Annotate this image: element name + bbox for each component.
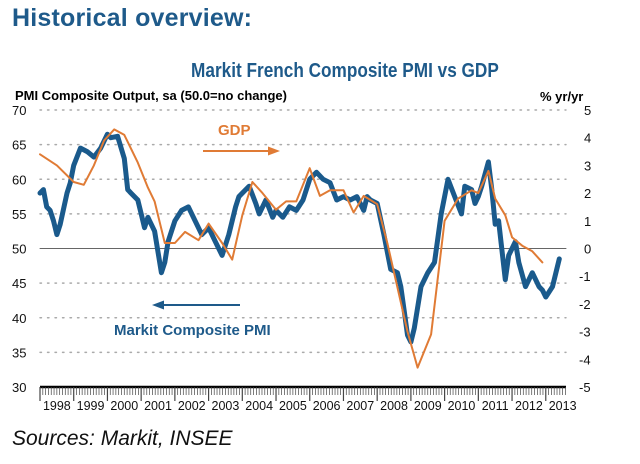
y-right-tick-label: -2	[579, 297, 591, 312]
sources-note: Sources: Markit, INSEE	[12, 427, 233, 450]
series-lines	[37, 128, 562, 369]
y-right-tick-label: 0	[584, 242, 591, 257]
y-left-tick-label: 70	[12, 103, 26, 118]
chart-title: Markit French Composite PMI vs GDP	[191, 60, 499, 82]
pmi-series-line	[37, 131, 562, 345]
x-tick-label: 2002	[178, 399, 206, 413]
y-left-tick-label: 45	[12, 276, 26, 291]
x-tick-label: 1999	[77, 399, 105, 413]
x-tick-label: 2010	[448, 399, 476, 413]
y-left-tick-label: 50	[12, 242, 26, 257]
gdp-series-line	[39, 128, 544, 369]
gdp-annotation-label: GDP	[218, 122, 251, 139]
y-axis-left-ticks: 30 35 40 45 50 55 60 65 70	[12, 103, 26, 395]
x-tick-label: 2013	[549, 399, 577, 413]
y-left-tick-label: 35	[12, 345, 26, 360]
annotations: GDP Markit Composite PMI	[114, 122, 280, 339]
x-tick-label: 2011	[482, 399, 509, 413]
y-left-tick-label: 60	[12, 172, 26, 187]
x-tick-label: 1998	[43, 399, 71, 413]
x-tick-label: 2007	[346, 399, 374, 413]
x-tick-label: 2009	[414, 399, 442, 413]
x-tick-label: 2000	[110, 399, 138, 413]
pmi-annotation-label: Markit Composite PMI	[114, 322, 271, 339]
gdp-arrow-right-icon	[203, 146, 280, 156]
x-tick-label: 2006	[313, 399, 341, 413]
y-right-tick-label: -5	[579, 380, 591, 395]
y-axis-left-label: PMI Composite Output, sa (50.0=no change…	[15, 88, 287, 103]
y-axis-right-ticks: -5 -4 -3 -2 -1 0 1 2 3 4 5	[579, 103, 591, 395]
x-tick-label: 2005	[279, 399, 307, 413]
gridlines	[39, 109, 567, 354]
y-right-tick-label: -4	[579, 352, 591, 367]
page-heading: Historical overview:	[12, 4, 253, 32]
y-right-tick-label: 3	[584, 158, 591, 173]
y-left-tick-label: 55	[12, 207, 26, 222]
x-tick-label: 2012	[515, 399, 543, 413]
pmi-arrow-left-icon	[152, 300, 240, 310]
x-tick-label: 2001	[144, 399, 172, 413]
x-axis: 1998 1999 2000 2001 2002 2003 2004 2005 2006 2007…	[39, 385, 577, 413]
y-axis-right-label: % yr/yr	[540, 89, 584, 104]
x-tick-label: 2004	[245, 399, 273, 413]
y-right-tick-label: 5	[584, 103, 591, 118]
y-right-tick-label: 1	[584, 214, 591, 229]
y-left-tick-label: 30	[12, 380, 26, 395]
y-left-tick-label: 65	[12, 138, 26, 153]
x-tick-label: 2003	[212, 399, 240, 413]
y-right-tick-label: -1	[579, 269, 591, 284]
y-left-tick-label: 40	[12, 311, 26, 326]
y-right-tick-label: -3	[579, 325, 591, 340]
y-right-tick-label: 4	[584, 131, 591, 146]
x-tick-label: 2008	[380, 399, 408, 413]
y-right-tick-label: 2	[584, 186, 591, 201]
